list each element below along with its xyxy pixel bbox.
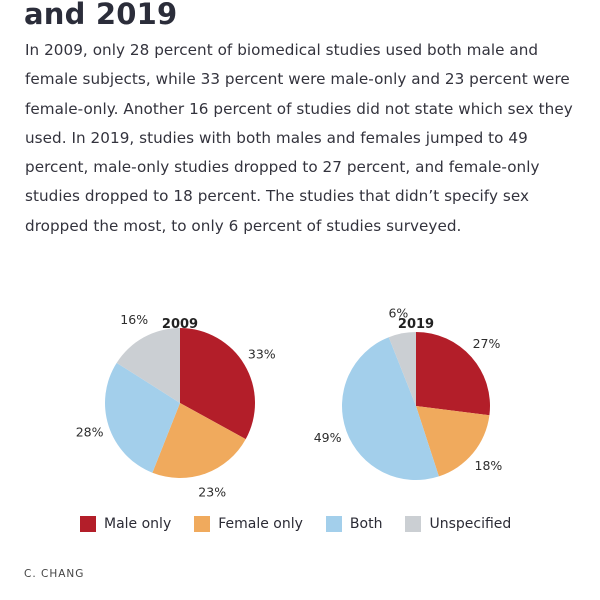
legend-swatch bbox=[80, 516, 96, 532]
paragraph-line: studies dropped to 18 percent. The studi… bbox=[25, 187, 529, 206]
pie-data-label: 6% bbox=[388, 306, 408, 321]
pie-slice-female-only bbox=[416, 406, 490, 477]
legend-swatch bbox=[194, 516, 211, 532]
legend-label: Unspecified bbox=[429, 516, 512, 532]
paragraph-line: female-only. Another 16 percent of studi… bbox=[25, 99, 573, 118]
legend-label: Both bbox=[349, 516, 383, 532]
pie-data-label: 28% bbox=[76, 424, 104, 439]
pie-slice-unspecified bbox=[388, 332, 416, 406]
image-credit: C. CHANG bbox=[24, 568, 85, 580]
pie-chart-2019: 2019 27% 18% 49% 6% bbox=[314, 306, 503, 480]
legend-swatch bbox=[325, 516, 342, 532]
pie-data-label: 49% bbox=[314, 430, 342, 445]
legend: Male only Female only Both Unspecified bbox=[80, 516, 534, 532]
article-paragraph: In 2009, only 28 percent of biomedical s… bbox=[25, 36, 585, 241]
pie-title: 2019 bbox=[398, 317, 434, 332]
pie-slice-both bbox=[342, 337, 439, 480]
pie-data-label: 18% bbox=[475, 458, 503, 473]
pie-title: 2009 bbox=[162, 317, 198, 332]
pie-chart-2009: 2009 33% 23% 28% 16% bbox=[76, 312, 276, 500]
pie-data-label: 23% bbox=[198, 484, 226, 499]
pie-slice-male-only bbox=[180, 328, 256, 440]
legend-item-unspecified: Unspecified bbox=[405, 516, 511, 532]
legend-item-female-only: Female only bbox=[194, 516, 303, 532]
paragraph-line: dropped the most, to only 6 percent of s… bbox=[25, 216, 462, 235]
pie-slice-female-only bbox=[152, 403, 246, 479]
legend-label: Male only bbox=[104, 516, 172, 532]
legend-item-male-only: Male only bbox=[80, 516, 171, 532]
article-heading: and 2019 bbox=[24, 0, 178, 31]
pie-slice-unspecified bbox=[116, 328, 180, 403]
paragraph-line: female subjects, while 33 percent were m… bbox=[25, 70, 570, 89]
paragraph-line: In 2009, only 28 percent of biomedical s… bbox=[25, 41, 539, 59]
legend-item-both: Both bbox=[325, 516, 383, 532]
pie-data-label: 16% bbox=[120, 312, 148, 327]
pie-slice-both bbox=[104, 362, 180, 473]
pie-data-label: 33% bbox=[248, 347, 276, 362]
paragraph-line: percent, male-only studies dropped to 27… bbox=[25, 158, 540, 177]
paragraph-line: used. In 2019, studies with both males a… bbox=[25, 128, 528, 147]
pie-slice-male-only bbox=[416, 332, 490, 416]
pie-data-label: 27% bbox=[473, 336, 501, 351]
legend-swatch bbox=[405, 516, 422, 532]
legend-label: Female only bbox=[218, 516, 303, 532]
